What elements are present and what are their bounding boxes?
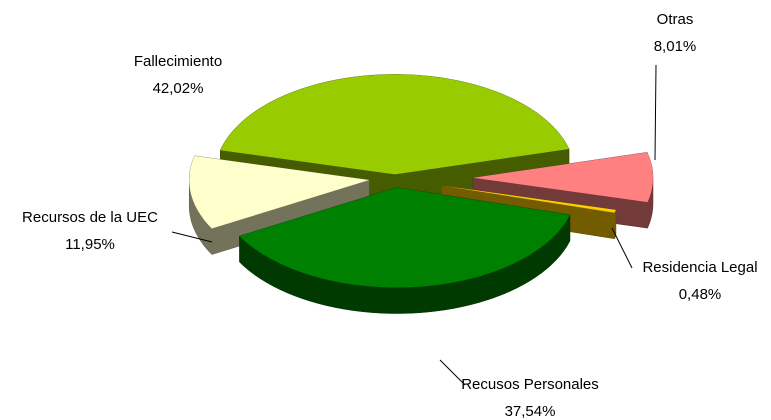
- slice: [189, 155, 370, 229]
- slice-label: Recursos de la UEC: [22, 209, 158, 226]
- slice-label: Otras: [657, 11, 694, 28]
- slice: [220, 74, 570, 175]
- slice-label: Fallecimiento: [134, 53, 222, 70]
- value-label: 8,01%: [654, 38, 697, 55]
- leader-line: [654, 64, 657, 161]
- value-label: 37,54%: [505, 403, 556, 420]
- leader-line: [171, 231, 213, 243]
- leader-line: [611, 227, 633, 269]
- value-label: 11,95%: [65, 236, 115, 253]
- value-label: 0,48%: [679, 286, 722, 303]
- slice: [472, 152, 653, 203]
- slice: [441, 185, 616, 213]
- value-label: 42,02%: [153, 80, 204, 97]
- slice-label: Recusos Personales: [461, 376, 599, 393]
- slice-label: Residencia Legal: [642, 259, 757, 276]
- leader-line: [439, 359, 466, 386]
- slice: [239, 187, 571, 288]
